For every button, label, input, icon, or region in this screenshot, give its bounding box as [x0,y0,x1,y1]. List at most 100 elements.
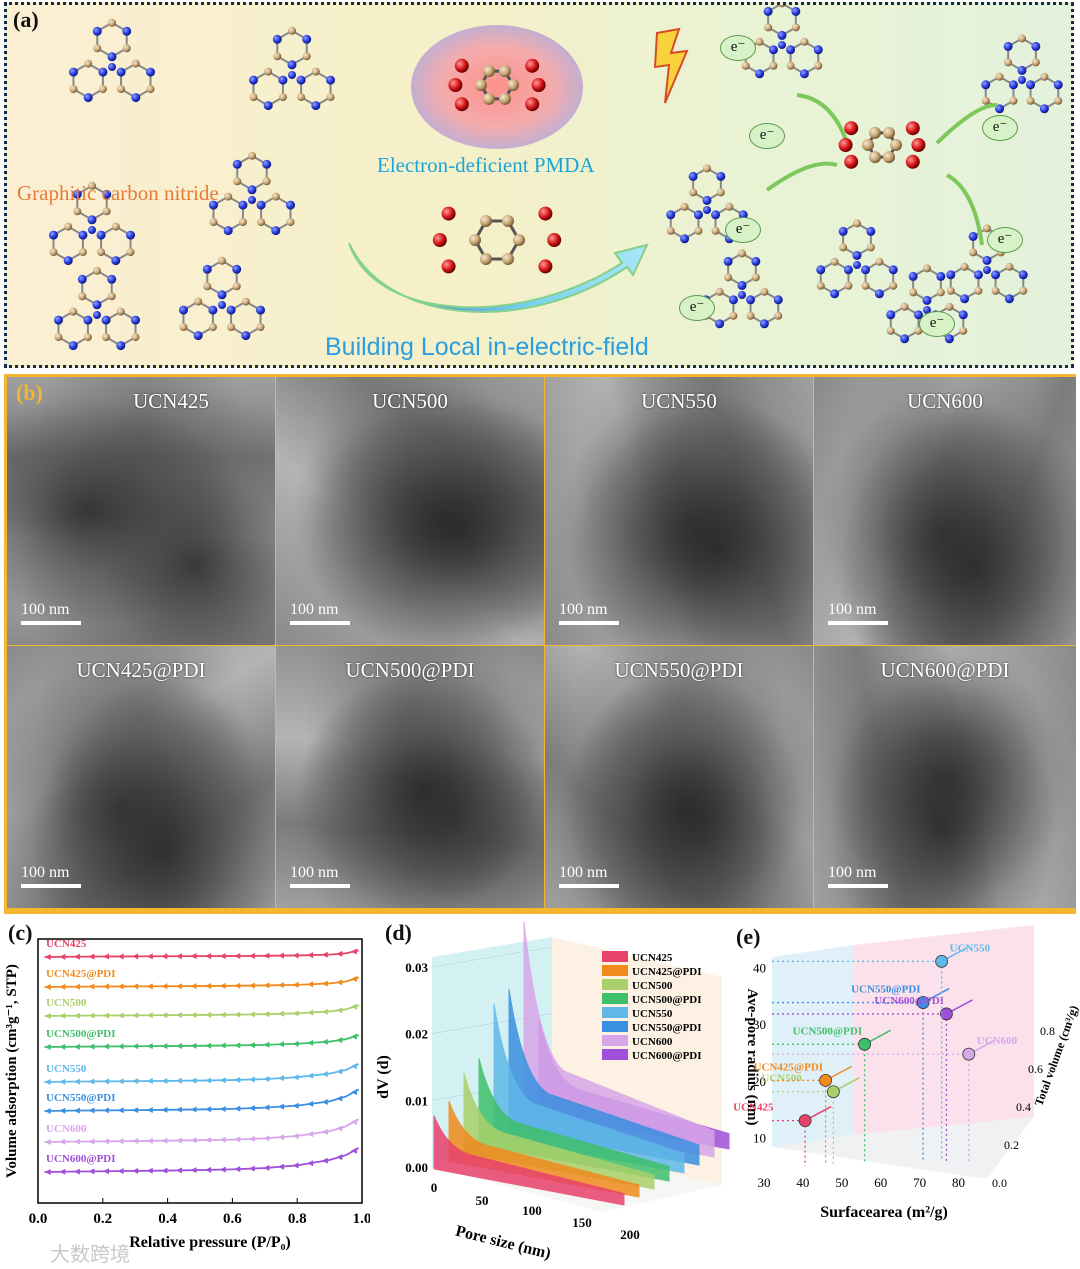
isotherm-marker [263,1076,270,1083]
isotherm-marker [263,1011,270,1018]
isotherm-marker [190,1167,197,1174]
carbon-atom [227,323,236,332]
nitrogen-atom [777,30,787,40]
nitrogen-atom [302,34,312,44]
isotherm-marker [350,1118,357,1125]
tem-image-ucn425: UCN425 100 nm [7,377,275,645]
isotherm-marker [248,1135,255,1142]
carbon-atom [502,214,514,227]
carbon-atom [271,192,280,201]
nitrogen-atom [1053,80,1063,90]
isotherm-marker [44,1138,51,1145]
isotherm-marker [205,1137,212,1144]
legend-swatch [602,1007,628,1018]
carbon-atom [729,311,738,320]
isotherm-UCN500 [44,1004,360,1017]
carbon-atom [49,248,58,257]
panel-d-label: (d) [385,920,412,945]
nitrogen-atom [263,101,273,111]
carbon-atom [469,234,481,246]
carbon-atom [84,59,93,68]
x-tick-label: 50 [476,1193,489,1208]
nitrogen-atom [728,295,738,305]
carbon-atom [311,67,320,76]
isotherm-marker [219,953,226,960]
carbon-atom [923,264,931,273]
carbon-atom [513,234,525,246]
isotherm-marker [117,1012,124,1019]
carbon-atom [69,85,78,94]
isotherm-marker [234,1042,241,1049]
x-tick-label: 150 [572,1215,592,1230]
nitrogen-atom [936,271,946,281]
nitrogen-atom [271,226,281,236]
carbon-atom [107,292,116,301]
watermark: 大数跨境 [50,1242,130,1266]
point-label: UCN500@PDI [793,1025,863,1037]
carbon-atom [1019,286,1028,295]
isotherm-marker [205,1011,212,1018]
z-tick-label: 0.8 [1040,1024,1055,1038]
tem-image-label: UCN550 [641,389,717,413]
isotherm-marker [146,953,153,960]
z-tick-label: 0.2 [1004,1138,1019,1152]
carbon-atom [844,281,853,290]
scatter-point-UCN600 [962,1047,976,1061]
panel-e-label: (e) [736,924,761,949]
isotherm-marker [307,1072,314,1079]
carbon-atom [203,282,212,291]
pore-curve-UCN600 [523,920,715,1158]
carbon-atom [69,307,78,316]
isotherm-marker [234,953,241,960]
nitrogen-atom [852,250,862,260]
isotherm-marker [350,975,357,982]
scale-bar [21,621,81,625]
nitrogen-atom [786,45,796,55]
isotherm-marker [175,1077,182,1084]
isotherm-marker [73,1012,80,1019]
carbon-atom [738,249,746,258]
nitrogen-atom [96,230,106,240]
scale-bar [290,621,350,625]
legend-label: UCN550 [632,1008,673,1020]
isotherm-marker [103,1012,110,1019]
isotherm-marker [88,1012,95,1019]
isotherm-marker [132,1107,139,1114]
isotherm-marker [161,953,168,960]
isotherm-marker [44,1107,51,1114]
legend-swatch [602,965,628,976]
carbon-atom [249,93,258,102]
carbon-atom [1031,58,1040,67]
isotherm-marker [205,1077,212,1084]
y-tick-label: 0.00 [405,1160,428,1175]
carbon-atom [208,323,217,332]
isotherm-marker [132,1167,139,1174]
tem-image-ucn500: UCN500 100 nm [276,377,544,645]
tem-image-ucn600-pdi: UCN600@PDI 100 nm [814,646,1076,908]
nitrogen-atom [241,331,251,341]
nitrogen-atom [995,104,1005,114]
isotherm-marker [278,1103,284,1110]
nitrogen-atom [217,290,227,300]
isotherm-marker [321,1038,328,1045]
nitrogen-atom [68,67,78,77]
carbon-atom [1004,58,1013,67]
nitrogen-atom [116,341,126,351]
isotherm-marker [219,1136,226,1143]
isotherm-marker [234,982,241,989]
nitrogen-atom [107,52,117,62]
legend-swatch [602,993,628,1004]
carbon-atom [1018,34,1026,43]
x-tick-label: 0.8 [288,1211,307,1227]
y-tick-label: 10 [753,1131,766,1146]
carbon-atom [108,18,116,27]
nitrogen-atom [886,310,896,320]
isotherm-marker [146,983,153,990]
scale-bar [828,621,888,625]
nitrogen-atom [715,319,725,329]
z-axis-label: Total volume (cm³/g) [1032,1004,1080,1108]
nitrogen-atom [716,171,726,181]
series-label: UCN600 [46,1123,87,1135]
isotherm-marker [205,982,212,989]
nitrogen-atom [778,41,786,49]
